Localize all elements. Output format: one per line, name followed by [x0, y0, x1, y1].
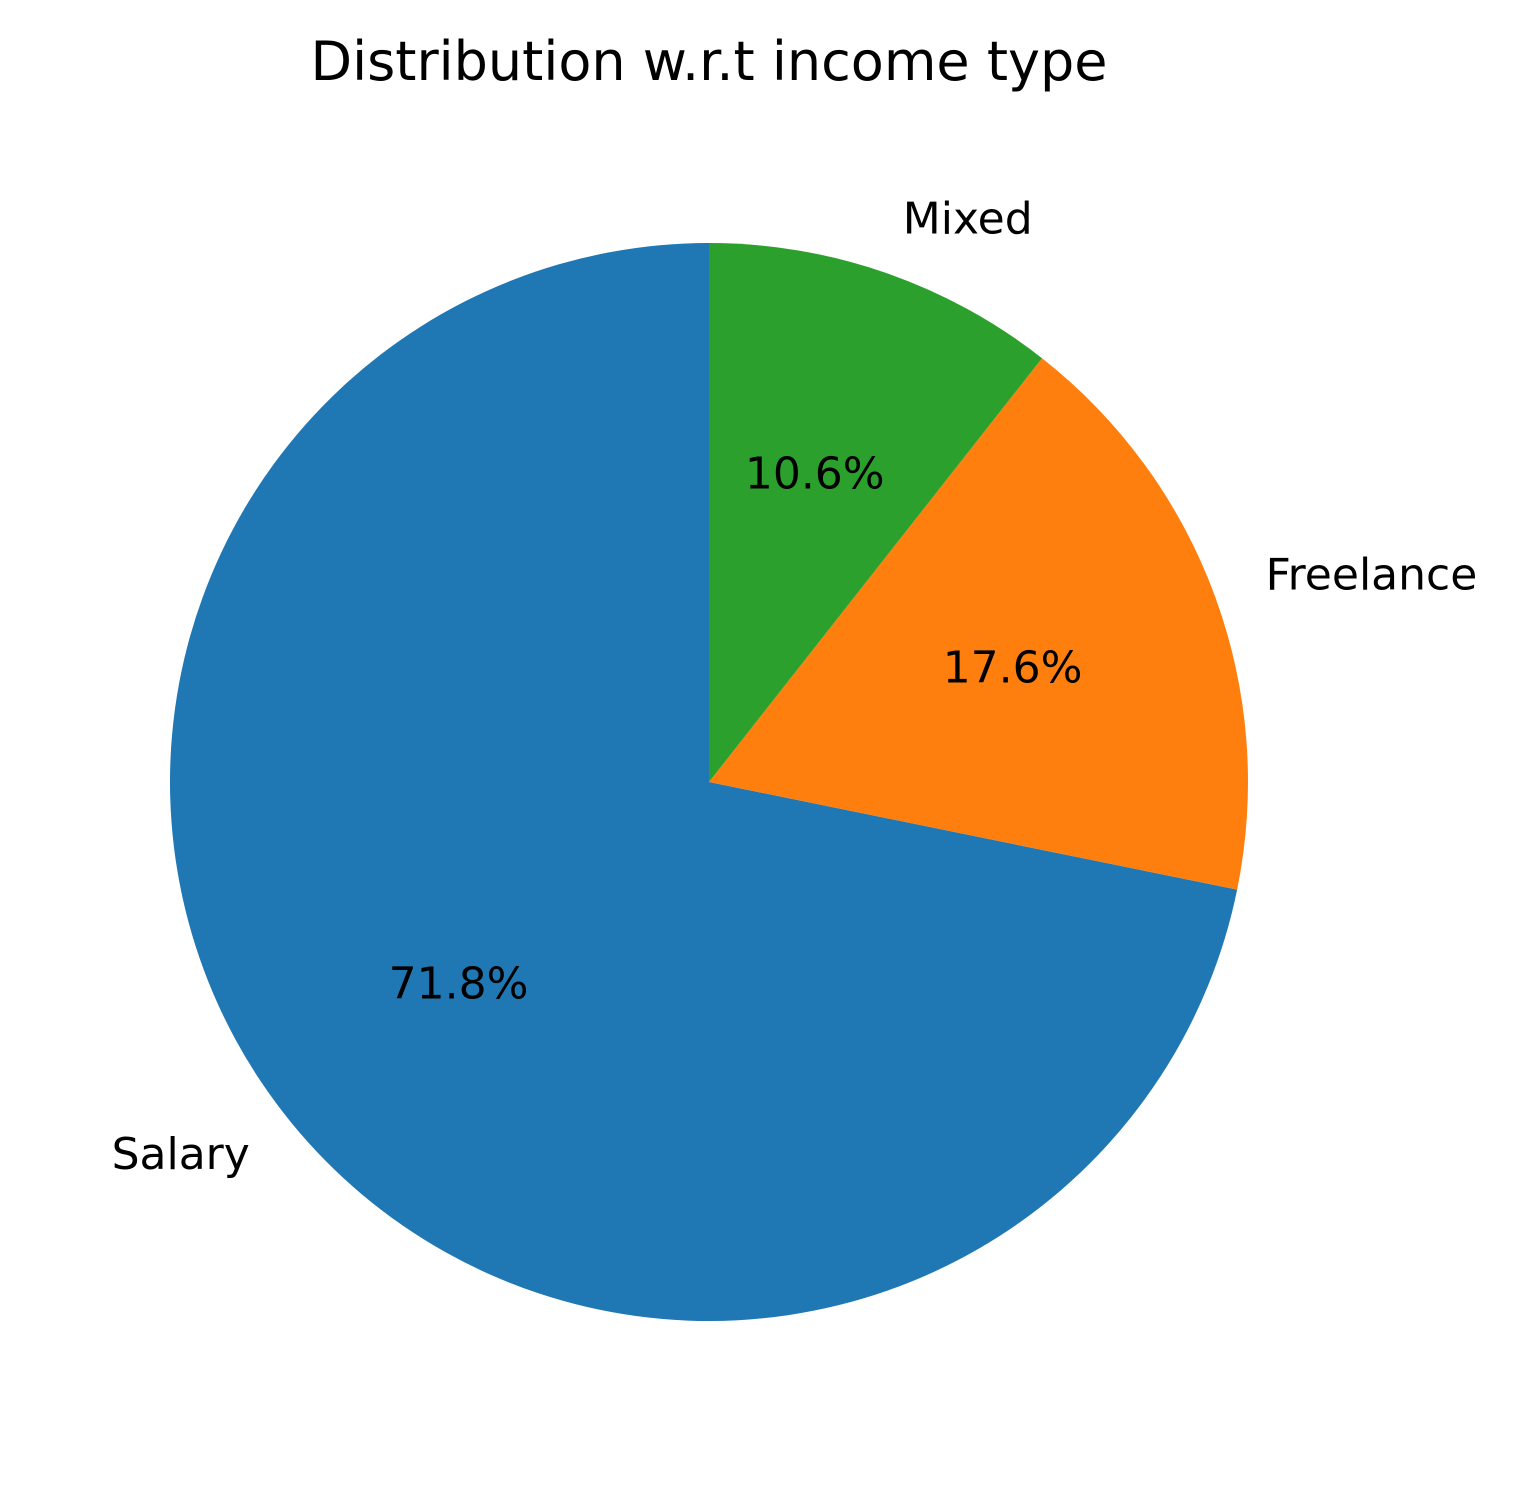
slice-label-salary: Salary: [112, 1129, 250, 1180]
pct-label-freelance: 17.6%: [943, 643, 1083, 694]
pie-slice-mixed: [709, 243, 1043, 782]
pie-slices: [169, 243, 1248, 1321]
chart-title: Distribution w.r.t income type: [311, 30, 1108, 93]
pie-slice-salary: [169, 243, 1238, 1321]
pie-slice-freelance: [709, 358, 1248, 890]
pct-label-salary: 71.8%: [389, 959, 529, 1010]
slice-label-freelance: Freelance: [1266, 550, 1478, 601]
slice-label-mixed: Mixed: [903, 194, 1033, 245]
pct-label-mixed: 10.6%: [745, 448, 885, 499]
pie-labels: Salary 71.8% Freelance 17.6% Mixed 10.6%: [112, 194, 1478, 1180]
